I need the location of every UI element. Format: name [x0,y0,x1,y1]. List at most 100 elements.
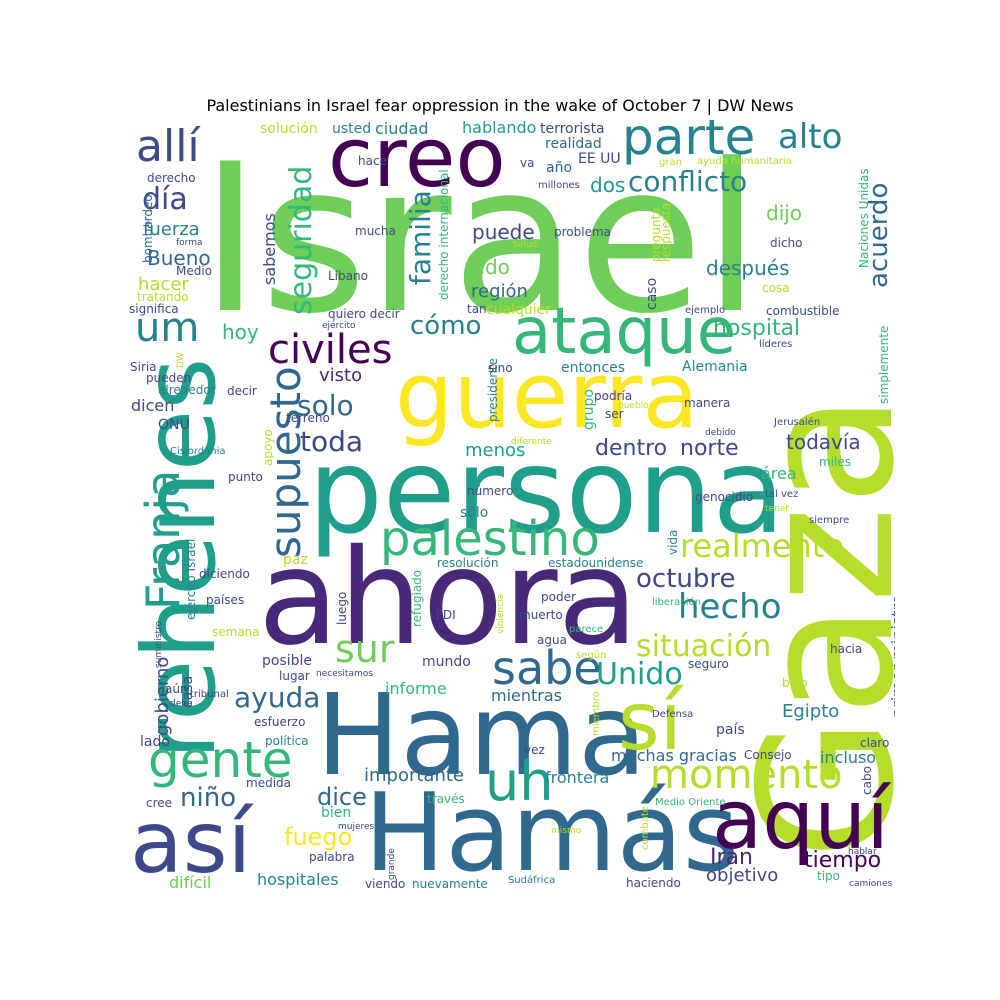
word-61: importante [364,765,465,786]
word-63: mientras [491,686,563,705]
word-30: conflicto [628,165,748,198]
word-124: punto [228,470,263,484]
word-111: manera [684,396,731,410]
word-20: gente [148,731,293,789]
word-144: lugar [279,669,310,683]
word-88: significa [129,302,179,316]
word-10: sí [618,675,682,768]
word-6: guerra [395,342,699,449]
word-168: Defensa [652,709,694,720]
word-2: persona [308,422,785,560]
word-152: través [427,792,465,806]
word-106: entonces [561,360,626,376]
word-39: hospital [713,316,801,341]
word-42: después [706,256,790,280]
word-9: así [130,793,252,890]
word-36: solo [297,389,354,422]
word-182: genocidio [695,490,754,504]
word-148: lado [140,734,170,750]
word-131: resolución [437,556,499,570]
word-119: dicen [131,396,175,415]
word-101: Naciones Unidas [857,168,871,268]
word-75: solución [260,121,318,137]
word-185: sólo [460,505,489,521]
word-122: terreno [286,411,330,425]
word-49: dentro [595,436,668,461]
word-90: Líbano [328,269,368,283]
word-175: bajo [782,676,808,690]
word-165: mujeres [338,822,375,832]
word-159: camiones [849,879,893,889]
word-190: liberación [652,597,702,608]
word-147: política [265,734,309,748]
word-110: ser [605,407,624,421]
word-55: Bueno [147,246,211,270]
word-140: violencia [496,593,506,634]
word-73: ciudad [375,120,429,138]
word-87: tratando [137,290,189,304]
word-153: palabra [309,850,355,864]
word-116: pueden [146,371,192,385]
word-82: va [520,156,535,170]
word-103: gran [659,157,682,168]
word-186: miles [819,455,851,469]
word-26: hecho [678,587,782,627]
word-188: tener [765,504,790,514]
word-70: hospitales [257,870,339,889]
word-54: región [471,281,528,302]
word-44: niño [180,783,237,813]
word-91: problema [554,225,612,239]
word-184: número [467,484,514,498]
word-169: país [716,722,745,738]
word-100: dicho [770,236,803,250]
word-199: DW [176,352,186,368]
word-158: tipo [817,869,840,883]
word-12: ataque [512,295,737,369]
word-123: Cisjordania [170,446,226,457]
word-129: paz [283,552,308,568]
word-3: ahora [258,521,639,675]
word-46: fuego [284,823,353,851]
word-115: Siria [130,360,157,374]
word-170: Consejo [744,748,792,762]
word-174: hacia [830,642,863,656]
word-99: cosa [762,281,790,295]
word-104: millones [538,180,580,191]
word-198: ejército [322,321,356,331]
word-96: tan [467,302,487,316]
word-195: líderes [759,339,793,350]
word-149: medida [246,776,291,790]
word-161: Medio Oriente [655,797,726,808]
word-58: hoy [222,320,259,344]
word-135: poder [541,590,576,604]
word-105: Salud [512,240,538,250]
word-171: incluso [820,748,877,767]
word-163: mismo [551,826,582,836]
word-107: Alemania [682,359,748,375]
word-121: apoyo [261,429,275,466]
word-79: EE UU [578,151,621,167]
word-71: difícil [169,873,212,891]
word-35: ayuda [234,681,321,714]
word-0: Israel [200,121,761,359]
word-89: mucha [355,224,396,238]
word-136: muerto [519,608,563,622]
word-118: decir [227,384,257,398]
word-194: simplemente [877,325,891,404]
word-172: claro [860,736,890,750]
word-41: dijo [766,201,803,225]
word-28: octubre [636,564,736,594]
word-192: debido [705,428,736,438]
word-80: año [546,160,573,176]
word-78: realidad [545,136,602,152]
word-19: momento [650,752,843,798]
word-179: aún [165,682,188,696]
word-8: creo [328,120,506,206]
word-62: muchas gracias [611,746,737,765]
word-191: Jerusalén [774,417,821,428]
word-83: derecho internacional [437,169,451,300]
word-141: posible [262,653,313,669]
word-32: familia [404,190,437,285]
word-23: civiles [268,327,393,373]
word-25: realmente [680,527,845,565]
